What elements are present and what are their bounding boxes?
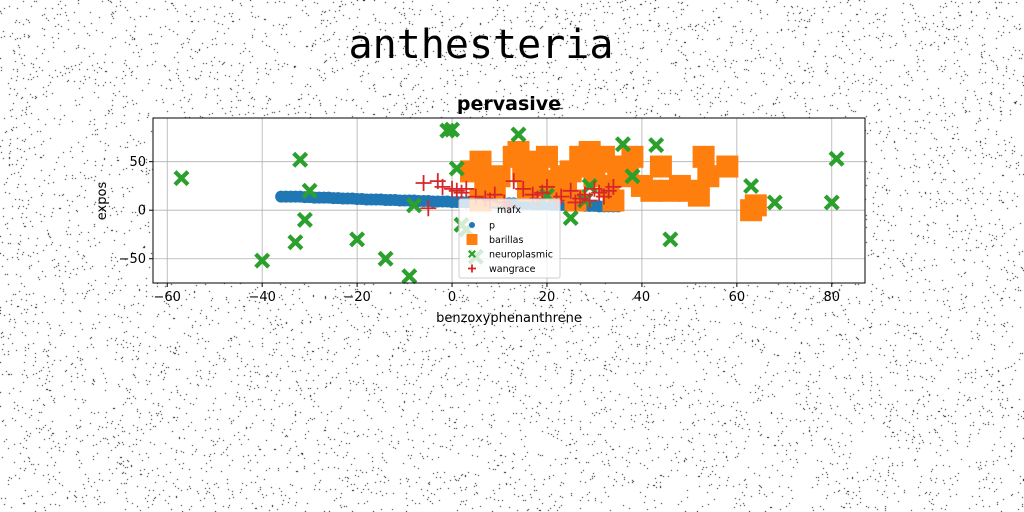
x-tick-label: 60 bbox=[729, 290, 746, 305]
data-point-wangrace bbox=[562, 182, 579, 199]
legend-label-barillas: barillas bbox=[489, 235, 523, 246]
data-point-barillas bbox=[716, 155, 739, 178]
data-point-barillas bbox=[744, 194, 767, 217]
data-point-barillas bbox=[692, 145, 715, 168]
x-tick-label: 0 bbox=[448, 290, 456, 305]
data-point-neuroplasmic bbox=[173, 170, 190, 187]
x-tick-label: −40 bbox=[248, 290, 275, 305]
y-tick-label: 50 bbox=[129, 155, 146, 170]
data-point-neuroplasmic bbox=[292, 151, 309, 168]
data-point-neuroplasmic bbox=[349, 231, 366, 248]
data-point-wangrace bbox=[515, 180, 532, 197]
legend-label-p: p bbox=[489, 221, 495, 232]
legend-marker-barillas bbox=[466, 234, 478, 245]
data-point-wangrace bbox=[458, 180, 475, 197]
data-point-wangrace bbox=[434, 178, 451, 195]
data-point-neuroplasmic bbox=[448, 160, 465, 177]
data-point-barillas bbox=[621, 145, 644, 168]
figure-suptitle: anthesteria bbox=[348, 22, 614, 68]
chart-title: pervasive bbox=[457, 93, 561, 115]
data-point-neuroplasmic bbox=[287, 234, 304, 251]
legend-label-neuroplasmic: neuroplasmic bbox=[489, 250, 553, 261]
data-point-wangrace bbox=[605, 178, 622, 195]
y-tick-label: 0 bbox=[138, 204, 146, 219]
data-point-wangrace bbox=[505, 173, 522, 190]
data-point-neuroplasmic bbox=[662, 231, 679, 248]
data-point-neuroplasmic bbox=[648, 137, 665, 154]
y-axis-label: expos bbox=[95, 182, 110, 221]
data-point-barillas bbox=[687, 184, 710, 207]
data-point-wangrace bbox=[538, 178, 555, 195]
data-point-neuroplasmic bbox=[624, 168, 641, 185]
legend-title: mafx bbox=[497, 205, 521, 216]
data-point-neuroplasmic bbox=[377, 250, 394, 267]
data-point-barillas bbox=[535, 145, 558, 168]
legend-marker-p bbox=[469, 222, 475, 228]
data-point-barillas bbox=[488, 165, 511, 188]
legend-entries: p barillas neuroplasmic wangrace bbox=[466, 221, 553, 275]
legend-marker-wangrace bbox=[468, 264, 476, 273]
x-tick-label: 20 bbox=[539, 290, 556, 305]
x-axis-label: benzoxyphenanthrene bbox=[436, 311, 582, 326]
x-tick-label: −20 bbox=[343, 290, 370, 305]
legend: mafx p barillas neuroplasmic wangrace bbox=[458, 198, 561, 279]
data-point-neuroplasmic bbox=[743, 177, 760, 194]
data-point-neuroplasmic bbox=[766, 194, 783, 211]
data-point-wangrace bbox=[420, 200, 437, 217]
data-point-neuroplasmic bbox=[401, 268, 418, 285]
plot-frame bbox=[152, 117, 866, 284]
x-tick-label: −60 bbox=[154, 290, 181, 305]
data-point-neuroplasmic bbox=[296, 211, 313, 228]
x-tick-label: 40 bbox=[634, 290, 651, 305]
data-point-neuroplasmic bbox=[301, 182, 318, 199]
legend-box bbox=[458, 198, 561, 279]
data-point-barillas bbox=[640, 179, 663, 202]
data-point-wangrace bbox=[553, 188, 570, 205]
axis-ticks: −60 −40 −20 0 20 40 60 80 −50 0 50 bbox=[119, 155, 840, 305]
data-point-neuroplasmic bbox=[562, 209, 579, 226]
data-point-barillas bbox=[649, 155, 672, 178]
data-point-neuroplasmic bbox=[406, 197, 423, 214]
x-tick-label: 80 bbox=[823, 290, 840, 305]
legend-label-wangrace: wangrace bbox=[489, 264, 536, 275]
data-point-barillas bbox=[469, 150, 492, 173]
data-point-barillas bbox=[697, 165, 720, 188]
data-point-neuroplasmic bbox=[510, 126, 527, 143]
legend-marker-neuroplasmic bbox=[468, 250, 476, 258]
y-tick-label: −50 bbox=[119, 252, 146, 267]
data-point-neuroplasmic bbox=[444, 121, 461, 138]
data-point-neuroplasmic bbox=[254, 252, 271, 269]
data-point-neuroplasmic bbox=[828, 150, 845, 167]
data-point-wangrace bbox=[415, 175, 432, 192]
data-point-neuroplasmic bbox=[614, 136, 631, 153]
data-point-wangrace bbox=[581, 192, 598, 209]
data-point-neuroplasmic bbox=[823, 194, 840, 211]
